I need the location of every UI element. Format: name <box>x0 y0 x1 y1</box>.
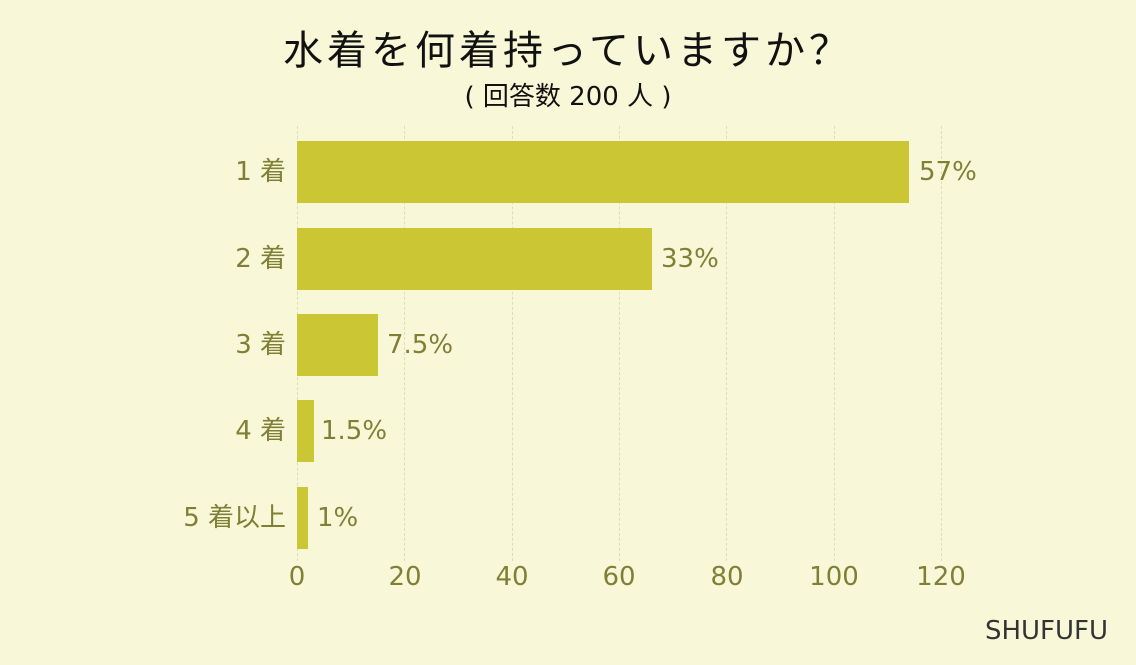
bar-label-5: 1% <box>317 503 359 533</box>
x-tick: 40 <box>495 562 529 592</box>
gridline <box>941 126 942 561</box>
bar-label-1: 57% <box>919 157 977 187</box>
gridline <box>619 126 620 561</box>
gridline <box>404 126 405 561</box>
bar-label-2: 33% <box>661 244 719 274</box>
x-tick: 80 <box>710 562 744 592</box>
plot-area: 57% 33% 7.5% 1.5% 1% <box>297 126 977 561</box>
bar-label-4: 1.5% <box>321 416 388 446</box>
category-label-4: 4 着 <box>235 416 286 446</box>
category-label-5: 5 着以上 <box>183 503 286 533</box>
category-label-1: 1 着 <box>235 157 286 187</box>
x-tick: 20 <box>388 562 422 592</box>
x-tick: 120 <box>916 562 966 592</box>
gridline <box>512 126 513 561</box>
x-tick: 60 <box>602 562 636 592</box>
bar-4 <box>297 400 314 462</box>
x-tick: 100 <box>809 562 859 592</box>
chart-title: 水着を何着持っていますか？ <box>283 28 853 74</box>
gridline <box>834 126 835 561</box>
chart-subtitle: ( 回答数 200 人 ) <box>464 82 672 112</box>
bar-2 <box>297 228 652 290</box>
bar-3 <box>297 314 378 376</box>
bar-1 <box>297 141 909 203</box>
bar-label-3: 7.5% <box>387 330 454 360</box>
x-tick: 0 <box>288 562 306 592</box>
category-label-2: 2 着 <box>235 244 286 274</box>
bar-5 <box>297 487 308 549</box>
category-label-3: 3 着 <box>235 330 286 360</box>
brand-watermark: SHUFUFU <box>984 616 1108 646</box>
gridline <box>726 126 727 561</box>
